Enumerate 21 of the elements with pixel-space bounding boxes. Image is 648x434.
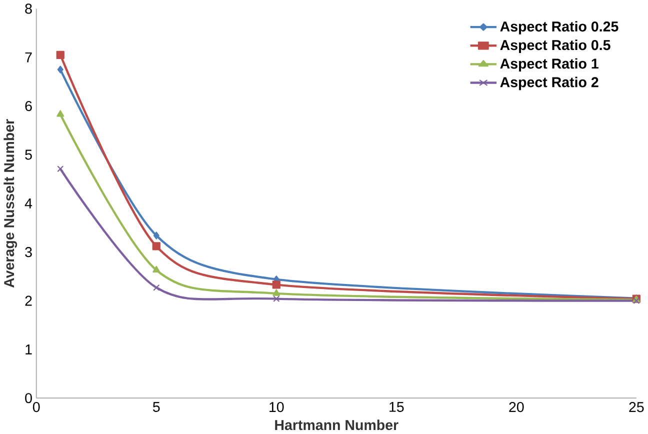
legend-label: Aspect Ratio 0.25	[500, 21, 618, 35]
y-tick-label: 1	[26, 344, 32, 354]
legend-label: Aspect Ratio 0.5	[500, 40, 610, 54]
y-axis-title: Average Nusselt Number	[4, 119, 18, 288]
x-tick-label: 20	[509, 402, 524, 412]
y-tick-label: 5	[25, 150, 32, 160]
y-tick-label: 7	[25, 52, 32, 62]
y-tick-label: 6	[25, 101, 32, 112]
y-tick-label: 3	[25, 247, 32, 258]
x-tick-label: 0	[32, 402, 40, 412]
legend-label: Aspect Ratio 1	[500, 58, 598, 72]
y-tick-label: 2	[25, 296, 32, 306]
x-axis-title: Hartmann Number	[275, 420, 398, 430]
x-tick-label: 25	[629, 402, 644, 412]
y-tick-label: 4	[24, 198, 32, 208]
legend-label: Aspect Ratio 2	[500, 76, 598, 90]
y-tick-label: 0	[25, 393, 32, 404]
x-tick-label: 15	[390, 402, 404, 412]
y-tick-label: 8	[25, 4, 32, 14]
x-tick-label: 5	[152, 402, 160, 412]
x-tick-label: 10	[270, 402, 284, 412]
